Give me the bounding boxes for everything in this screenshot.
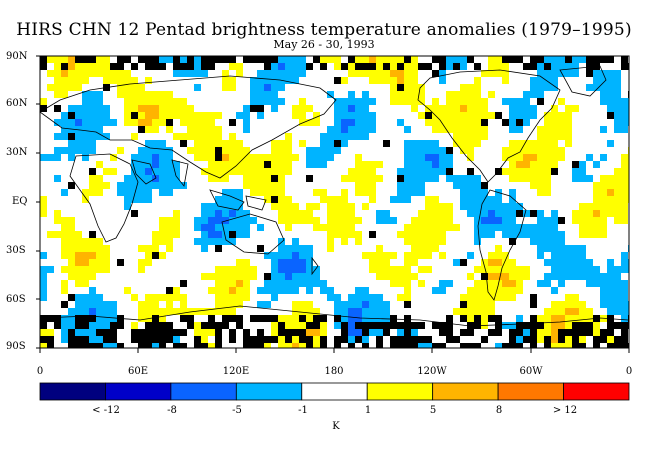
coastlines [39,65,629,327]
colorbar-label-minus-1: -1 [298,405,308,416]
colorbar-swatch [366,382,434,401]
lon-label-60w: 60W [519,366,543,377]
colorbar-swatch [563,382,630,401]
anomaly-field [40,56,629,348]
lat-label-60n: 60N [6,98,28,109]
colorbar-swatch [432,382,499,401]
lon-label-60e: 60E [127,366,149,377]
lat-label-90n: 90N [6,51,28,62]
colorbar-label-lt-12: < -12 [92,405,120,416]
colorbar-swatch [235,382,303,401]
colorbar-label-5: 5 [429,405,437,416]
map-subtitle: May 26 - 30, 1993 [273,38,375,51]
lat-label-30s: 30S [6,245,26,256]
colorbar-swatch [39,382,106,401]
lat-label-30n: 30N [6,147,28,158]
colorbar-units: K [332,421,340,432]
colorbar-swatch [170,382,237,401]
lon-label-120w: 120W [417,366,447,377]
lat-label-60s: 60S [6,294,26,305]
colorbar-swatch [497,382,564,401]
lon-label-120e: 120E [222,366,250,377]
lat-label-eq: EQ [12,196,28,207]
colorbar-label-1: 1 [364,405,372,416]
map-title: HIRS CHN 12 Pentad brightness temperatur… [16,20,632,40]
axis-ticks [36,55,630,353]
colorbar-label-gt-12: > 12 [552,405,578,416]
colorbar-label-minus-8: -8 [167,405,177,416]
colorbar-label-8: 8 [495,405,503,416]
lon-label-0-east: 0 [625,366,633,377]
colorbar-swatch [301,382,368,401]
lon-label-0: 0 [36,366,44,377]
colorbar [39,382,630,401]
lat-label-90s: 90S [6,341,26,352]
colorbar-label-minus-5: -5 [232,405,242,416]
lon-label-180: 180 [324,366,344,377]
colorbar-swatch [105,382,172,401]
